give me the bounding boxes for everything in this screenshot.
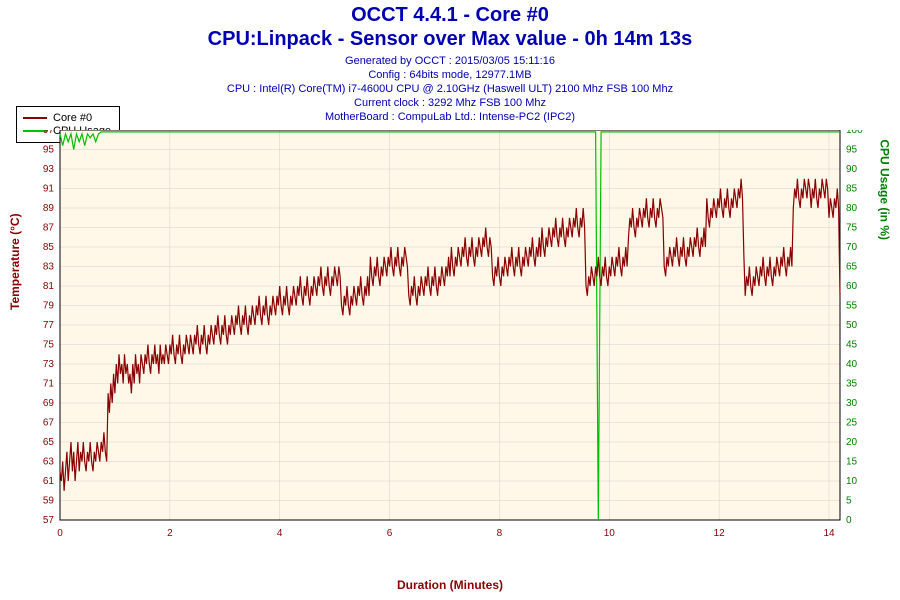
title-sub: CPU:Linpack - Sensor over Max value - 0h… bbox=[0, 28, 900, 51]
svg-text:10: 10 bbox=[846, 476, 858, 487]
svg-text:67: 67 bbox=[43, 418, 55, 429]
svg-text:63: 63 bbox=[43, 457, 55, 468]
svg-text:4: 4 bbox=[277, 528, 283, 539]
svg-text:0: 0 bbox=[57, 528, 63, 539]
svg-text:87: 87 bbox=[43, 223, 55, 234]
svg-text:79: 79 bbox=[43, 301, 55, 312]
x-axis-label: Duration (Minutes) bbox=[0, 578, 900, 592]
meta-line: MotherBoard : CompuLab Ltd.: Intense-PC2… bbox=[0, 110, 900, 124]
svg-text:50: 50 bbox=[846, 320, 858, 331]
svg-text:61: 61 bbox=[43, 476, 55, 487]
svg-text:0: 0 bbox=[846, 515, 852, 526]
y-axis-right-label: CPU Usage (in %) bbox=[878, 139, 892, 240]
svg-text:93: 93 bbox=[43, 164, 55, 175]
svg-text:6: 6 bbox=[387, 528, 393, 539]
svg-text:35: 35 bbox=[846, 379, 858, 390]
legend-label: Core #0 bbox=[53, 112, 92, 124]
chart-canvas: 5759616365676971737577798183858789919395… bbox=[0, 130, 900, 560]
svg-text:65: 65 bbox=[846, 262, 858, 273]
meta-line: Generated by OCCT : 2015/03/05 15:11:16 bbox=[0, 54, 900, 68]
svg-text:85: 85 bbox=[43, 242, 55, 253]
svg-text:45: 45 bbox=[846, 340, 858, 351]
svg-text:59: 59 bbox=[43, 496, 55, 507]
svg-text:2: 2 bbox=[167, 528, 173, 539]
svg-text:90: 90 bbox=[846, 164, 858, 175]
svg-text:100: 100 bbox=[846, 130, 863, 136]
svg-text:77: 77 bbox=[43, 320, 55, 331]
meta-block: Generated by OCCT : 2015/03/05 15:11:16 … bbox=[0, 54, 900, 124]
meta-line: Config : 64bits mode, 12977.1MB bbox=[0, 68, 900, 82]
svg-text:75: 75 bbox=[43, 340, 55, 351]
svg-text:20: 20 bbox=[846, 437, 858, 448]
meta-line: Current clock : 3292 Mhz FSB 100 Mhz bbox=[0, 96, 900, 110]
svg-text:55: 55 bbox=[846, 301, 858, 312]
svg-text:57: 57 bbox=[43, 515, 55, 526]
svg-text:91: 91 bbox=[43, 184, 55, 195]
legend-item: Core #0 bbox=[23, 112, 111, 124]
svg-text:69: 69 bbox=[43, 398, 55, 409]
svg-text:5: 5 bbox=[846, 496, 852, 507]
svg-text:83: 83 bbox=[43, 262, 55, 273]
meta-line: CPU : Intel(R) Core(TM) i7-4600U CPU @ 2… bbox=[0, 82, 900, 96]
svg-text:8: 8 bbox=[497, 528, 503, 539]
title-main: OCCT 4.4.1 - Core #0 bbox=[0, 4, 900, 27]
svg-text:10: 10 bbox=[604, 528, 616, 539]
svg-text:14: 14 bbox=[823, 528, 835, 539]
svg-text:70: 70 bbox=[846, 242, 858, 253]
legend-swatch bbox=[23, 117, 47, 119]
svg-text:40: 40 bbox=[846, 359, 858, 370]
svg-text:89: 89 bbox=[43, 203, 55, 214]
svg-text:73: 73 bbox=[43, 359, 55, 370]
svg-text:81: 81 bbox=[43, 281, 55, 292]
svg-text:30: 30 bbox=[846, 398, 858, 409]
svg-text:60: 60 bbox=[846, 281, 858, 292]
svg-text:65: 65 bbox=[43, 437, 55, 448]
svg-text:15: 15 bbox=[846, 457, 858, 468]
svg-text:95: 95 bbox=[43, 145, 55, 156]
svg-text:95: 95 bbox=[846, 145, 858, 156]
svg-text:80: 80 bbox=[846, 203, 858, 214]
svg-text:85: 85 bbox=[846, 184, 858, 195]
svg-text:97: 97 bbox=[43, 130, 55, 136]
svg-text:25: 25 bbox=[846, 418, 858, 429]
svg-text:12: 12 bbox=[714, 528, 726, 539]
svg-text:71: 71 bbox=[43, 379, 55, 390]
y-axis-left-label: Temperature (°C) bbox=[8, 213, 22, 310]
svg-text:75: 75 bbox=[846, 223, 858, 234]
